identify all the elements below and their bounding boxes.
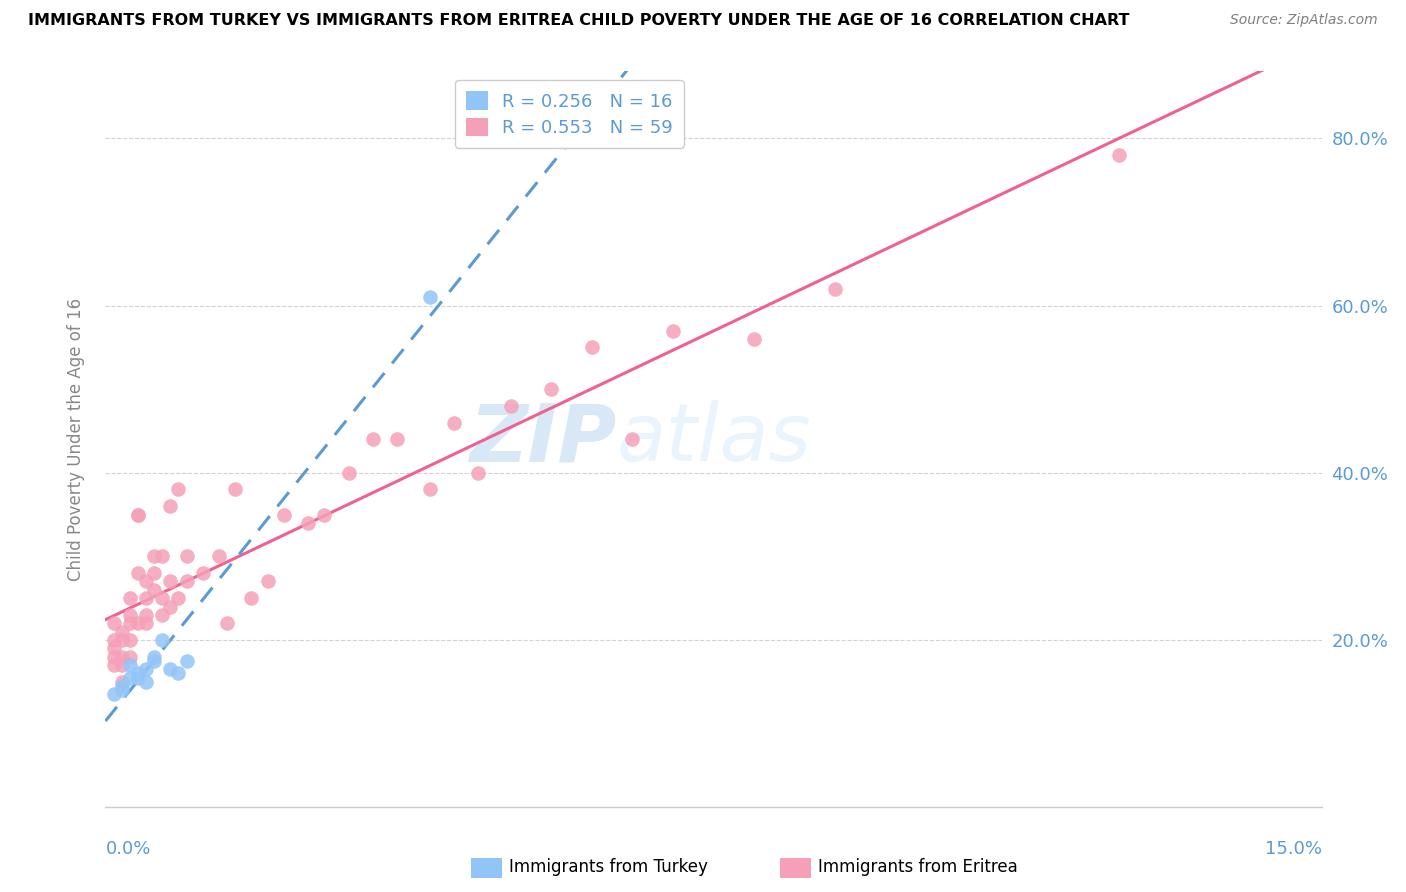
Point: [127, 508, 149, 522]
Point: [150, 607, 173, 622]
Point: [127, 616, 149, 631]
Text: Source: ZipAtlas.com: Source: ZipAtlas.com: [1230, 13, 1378, 28]
Point: [150, 633, 173, 648]
Point: [135, 591, 157, 606]
Point: [467, 466, 489, 480]
Text: Immigrants from Eritrea: Immigrants from Eritrea: [818, 858, 1018, 876]
Point: [135, 574, 157, 589]
Point: [581, 340, 603, 354]
Point: [208, 549, 231, 564]
Point: [159, 574, 181, 589]
Point: [314, 508, 336, 522]
Point: [662, 324, 685, 338]
Text: ZIP: ZIP: [468, 401, 616, 478]
Point: [118, 607, 141, 622]
Point: [176, 549, 198, 564]
Point: [118, 671, 141, 685]
Point: [143, 649, 166, 664]
Point: [167, 666, 190, 681]
Text: atlas: atlas: [616, 401, 811, 478]
Point: [118, 649, 141, 664]
Point: [361, 433, 384, 447]
Point: [143, 654, 166, 668]
Point: [621, 433, 644, 447]
Point: [111, 658, 134, 673]
Point: [824, 282, 846, 296]
Point: [256, 574, 278, 589]
Point: [176, 654, 198, 668]
Point: [111, 679, 134, 693]
Point: [150, 591, 173, 606]
Point: [540, 382, 562, 396]
Point: [217, 616, 239, 631]
Point: [273, 508, 295, 522]
Point: [135, 674, 157, 689]
Point: [111, 633, 134, 648]
Point: [167, 591, 190, 606]
Point: [499, 399, 522, 413]
Point: [103, 687, 125, 701]
Text: 0.0%: 0.0%: [105, 840, 150, 858]
Point: [127, 666, 149, 681]
Point: [167, 483, 190, 497]
Point: [1108, 148, 1130, 162]
Point: [118, 616, 141, 631]
Text: 15.0%: 15.0%: [1264, 840, 1322, 858]
Point: [103, 616, 125, 631]
Point: [111, 674, 134, 689]
Point: [159, 599, 181, 614]
Point: [419, 483, 441, 497]
Point: [143, 582, 166, 597]
Y-axis label: Child Poverty Under the Age of 16: Child Poverty Under the Age of 16: [66, 298, 84, 581]
Point: [191, 566, 214, 580]
Point: [143, 566, 166, 580]
Point: [419, 290, 441, 304]
Point: [387, 433, 409, 447]
Point: [150, 549, 173, 564]
Point: [159, 500, 181, 514]
Point: [111, 649, 134, 664]
Point: [337, 466, 360, 480]
Point: [103, 658, 125, 673]
Legend: R = 0.256   N = 16, R = 0.553   N = 59: R = 0.256 N = 16, R = 0.553 N = 59: [456, 80, 683, 148]
Point: [159, 662, 181, 676]
Point: [135, 616, 157, 631]
Text: Immigrants from Turkey: Immigrants from Turkey: [509, 858, 707, 876]
Point: [176, 574, 198, 589]
Point: [127, 566, 149, 580]
Point: [103, 633, 125, 648]
Text: IMMIGRANTS FROM TURKEY VS IMMIGRANTS FROM ERITREA CHILD POVERTY UNDER THE AGE OF: IMMIGRANTS FROM TURKEY VS IMMIGRANTS FRO…: [28, 13, 1129, 29]
Point: [118, 633, 141, 648]
Point: [127, 508, 149, 522]
Point: [118, 658, 141, 673]
Point: [240, 591, 263, 606]
Point: [118, 591, 141, 606]
Point: [224, 483, 246, 497]
Point: [135, 662, 157, 676]
Point: [143, 549, 166, 564]
Point: [111, 624, 134, 639]
Point: [443, 416, 465, 430]
Point: [127, 671, 149, 685]
Point: [103, 641, 125, 656]
Point: [103, 649, 125, 664]
Point: [111, 683, 134, 698]
Point: [742, 332, 765, 346]
Point: [135, 607, 157, 622]
Point: [297, 516, 319, 530]
